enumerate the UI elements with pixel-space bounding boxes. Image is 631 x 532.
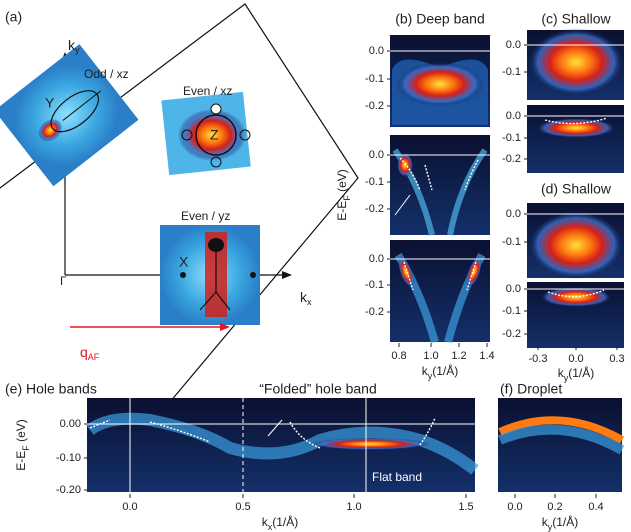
label-text: E-E (14, 451, 28, 471)
y-tick-label: -0.1 (502, 132, 521, 144)
point-label: X (179, 254, 189, 270)
label-unit: (1/Å) (272, 514, 298, 529)
fs-map-x (160, 225, 260, 325)
axis-label: qAF (80, 344, 100, 363)
axis-label: ky(1/Å) (542, 514, 579, 532)
y-tick-label: 0.0 (369, 149, 384, 161)
x-tick-label: 1.4 (479, 350, 494, 362)
axis-label: kx(1/Å) (262, 514, 299, 532)
x-tick-label: 0.0 (122, 501, 137, 513)
label-unit: (eV) (335, 169, 349, 195)
label-sub: x (307, 297, 312, 307)
label-sub: y (75, 45, 80, 55)
figure: (a) Γ Y Z X Odd / xz Even / xz Even / yz (0, 0, 631, 532)
panel-title: (d) Shallow (541, 181, 612, 197)
y-tick-label: -0.1 (502, 236, 521, 248)
axis-label: E-EF (eV) (335, 169, 352, 221)
orbital-label: Even / xz (183, 84, 232, 98)
panel-title: (c) Shallow (541, 11, 611, 27)
y-tick-label: -0.2 (365, 100, 384, 112)
orbital-label: Even / yz (181, 209, 230, 223)
y-tick-label: 0.0 (506, 208, 521, 220)
label-unit: (1/Å) (568, 365, 594, 380)
y-tick-label: 0.0 (506, 283, 521, 295)
y-tick-label: 0.0 (369, 45, 384, 57)
y-tick-label: -0.1 (365, 279, 384, 291)
axis-label: E-EF (eV) (14, 419, 31, 471)
label-sub: AF (88, 352, 100, 362)
fs-map-y (0, 44, 139, 186)
axis-label: ky (68, 37, 80, 56)
arrow-head (282, 271, 292, 279)
y-tick-label: -0.1 (365, 176, 384, 188)
y-tick-label: -0.1 (502, 305, 521, 317)
x-tick-label: 0.3 (609, 353, 624, 365)
label-text: q (80, 344, 88, 360)
fs-map-z (161, 92, 250, 175)
x-tick-label: 1.5 (458, 501, 473, 513)
y-tick-label: -0.2 (365, 203, 384, 215)
y-tick-label: -0.2 (365, 306, 384, 318)
label-unit: (1/Å) (432, 363, 458, 378)
x-tick-label: 0.0 (507, 501, 522, 513)
axis-label: ky(1/Å) (422, 363, 459, 381)
x-tick-label: 0.8 (391, 350, 406, 362)
x-tick-label: 0.4 (588, 501, 603, 513)
panel-title: (e) Hole bands (5, 381, 97, 397)
x-tick-label: 0.2 (547, 501, 562, 513)
x-tick-label: 1.0 (423, 350, 438, 362)
orbital-label: Odd / xz (84, 67, 129, 81)
label-unit: (eV) (14, 419, 28, 445)
label-unit: (1/Å) (552, 514, 578, 529)
point-label: Y (45, 95, 55, 111)
panel-title: (f) Droplet (500, 381, 562, 397)
axis-label: kx (300, 289, 312, 308)
y-tick-label: -0.2 (502, 153, 521, 165)
point-label: Z (210, 127, 219, 143)
annotation: Flat band (372, 470, 422, 484)
axis-label: ky(1/Å) (558, 365, 595, 383)
panel-label: (a) (5, 9, 22, 25)
panel-title: (b) Deep band (395, 11, 485, 27)
gamma-label: Γ (60, 274, 67, 288)
y-tick-label: -0.1 (365, 73, 384, 85)
x-tick-label: 0.0 (568, 353, 583, 365)
x-tick-label: -0.3 (529, 353, 548, 365)
y-tick-label: 0.00 (60, 418, 81, 430)
y-tick-label: 0.0 (506, 110, 521, 122)
y-tick-label: -0.20 (56, 484, 81, 496)
y-tick-label: 0.0 (369, 253, 384, 265)
x-tick-label: 0.5 (235, 501, 250, 513)
x-tick-label: 1.0 (346, 501, 361, 513)
panel-a: (a) Γ Y Z X Odd / xz Even / xz Even / yz (0, 4, 358, 440)
label-text: E-E (335, 201, 349, 221)
y-tick-label: -0.1 (502, 66, 521, 78)
x-tick-label: 1.2 (451, 350, 466, 362)
y-tick-label: -0.10 (56, 452, 81, 464)
y-tick-label: -0.2 (502, 328, 521, 340)
y-tick-label: 0.0 (506, 39, 521, 51)
annotation: “Folded” hole band (259, 381, 377, 397)
